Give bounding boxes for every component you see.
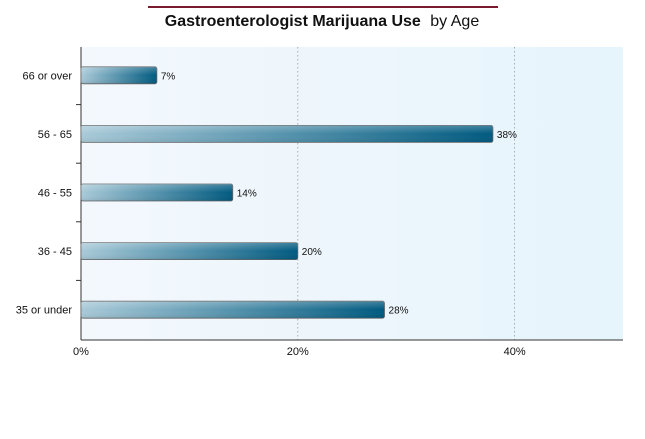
value-label-1: 7% [161, 71, 176, 82]
x-tick-label-20: 20% [287, 346, 309, 358]
chart-title-normal: by Age [430, 13, 479, 30]
chart-title-bold: Gastroenterologist Marijuana Use [165, 13, 421, 30]
x-tick-label-40: 40% [504, 346, 526, 358]
category-label-5: 35 or under [16, 305, 73, 317]
category-label-4: 36 - 45 [38, 246, 72, 258]
value-label-2: 38% [497, 130, 517, 141]
bar-shine-3 [81, 184, 233, 201]
chart-title: Gastroenterologist Marijuana Use by Age [165, 13, 480, 30]
bar-shine-2 [81, 125, 493, 143]
value-label-3: 14% [237, 189, 257, 200]
category-label-1: 66 or over [22, 70, 72, 82]
bar-shine-5 [81, 301, 385, 319]
value-label-4: 20% [302, 247, 322, 258]
x-tick-label-0: 0% [73, 346, 89, 358]
bar-shine-4 [81, 242, 298, 260]
labels: 0% 20% 40% 66 or over 7% 56 - 65 38% 46 - 55 14%… [16, 70, 526, 358]
value-label-5: 28% [389, 306, 409, 317]
category-label-3: 46 - 55 [38, 188, 72, 200]
bars [80, 66, 494, 319]
grid-lines [297, 47, 515, 340]
category-label-2: 56 - 65 [38, 129, 72, 141]
bar-shine-1 [81, 66, 157, 84]
